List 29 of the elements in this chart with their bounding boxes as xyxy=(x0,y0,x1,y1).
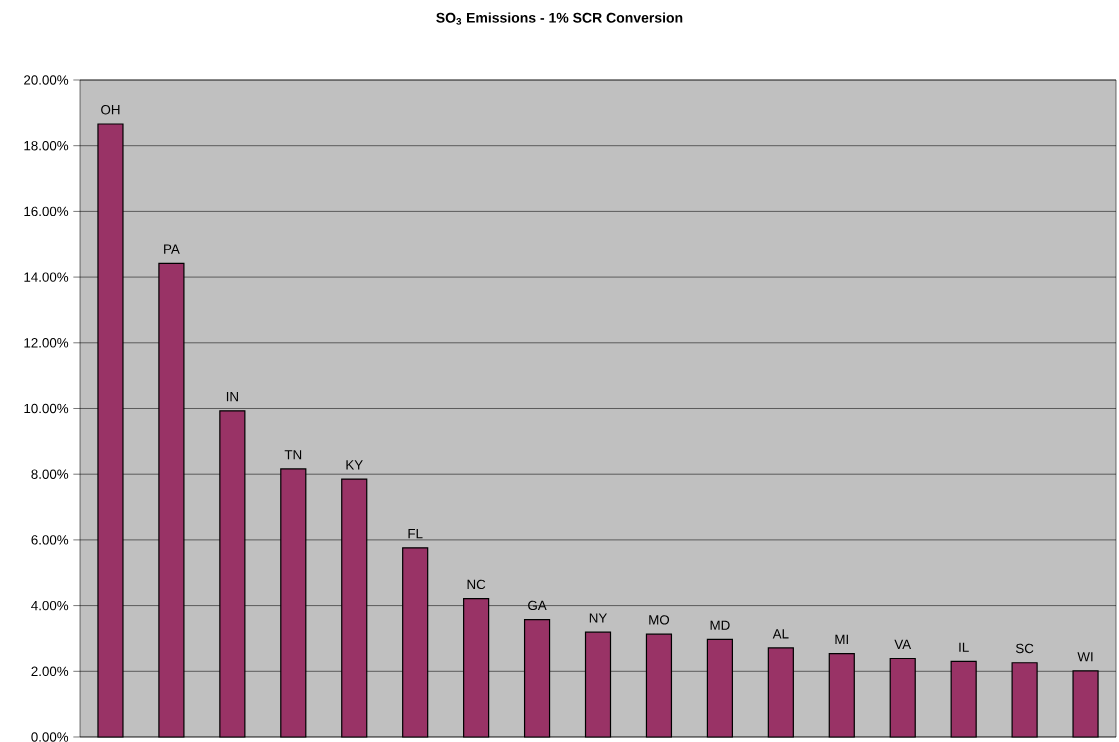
y-tick-label: 18.00% xyxy=(24,140,69,151)
y-tick-label: 16.00% xyxy=(24,206,69,217)
x-tick-label: MO xyxy=(649,615,670,625)
x-tick-label: OH xyxy=(101,104,120,115)
x-tick-label: IN xyxy=(226,392,238,402)
y-tick-label: 8.00% xyxy=(31,469,69,479)
x-tick-label: NC xyxy=(467,579,486,590)
x-tick-label: VA xyxy=(894,639,912,649)
y-tick-label: 10.00% xyxy=(24,403,69,414)
y-tick-label: 4.00% xyxy=(31,600,69,611)
x-tick-label: TN xyxy=(284,450,302,460)
chart-title: SO$_{3}$ Emissions - 1% SCR Conversion xyxy=(436,12,683,25)
y-tick-label: 6.00% xyxy=(31,535,69,545)
y-tick-label: 12.00% xyxy=(24,338,69,348)
x-tick-label: WI xyxy=(1077,652,1093,662)
x-tick-label: KY xyxy=(346,460,363,470)
x-tick-label: IL xyxy=(959,642,969,652)
y-tick-label: 0.00% xyxy=(31,732,69,742)
x-tick-label: FL xyxy=(408,529,423,539)
x-tick-label: MD xyxy=(710,620,730,630)
x-tick-label: SC xyxy=(1015,643,1034,654)
y-tick-label: 20.00% xyxy=(24,75,69,85)
x-tick-label: NY xyxy=(589,613,607,623)
x-tick-label: PA xyxy=(164,244,180,254)
x-tick-label: GA xyxy=(528,600,547,611)
x-tick-label: MI xyxy=(835,634,848,644)
x-tick-label: AL xyxy=(772,629,789,639)
y-tick-label: 14.00% xyxy=(24,272,69,282)
y-tick-label: 2.00% xyxy=(31,666,69,677)
